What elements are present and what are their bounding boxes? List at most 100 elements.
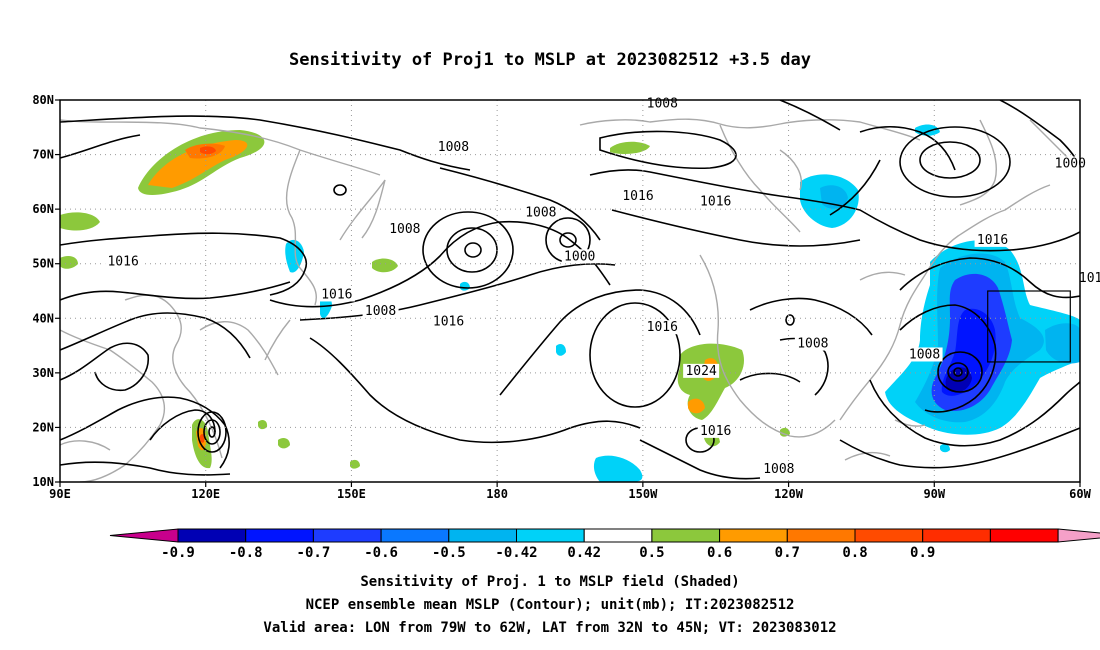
positive-sensitivity-area	[688, 398, 705, 414]
contour-label: 1008	[525, 206, 556, 221]
positive-sensitivity-area	[350, 459, 360, 469]
colorbar-box	[651, 528, 721, 543]
contour-label: 1016	[1079, 271, 1100, 286]
map-title: Sensitivity of Proj1 to MSLP at 20230825…	[289, 50, 811, 70]
colorbar-label: 0.42	[567, 545, 601, 561]
negative-sensitivity-area	[556, 344, 566, 356]
contour-label: 1008	[438, 140, 469, 155]
lon-tick-label: 150W	[628, 487, 658, 501]
contour-label: 1016	[700, 424, 731, 439]
colorbar-label: 0.7	[775, 545, 800, 561]
positive-sensitivity-area	[258, 419, 268, 430]
contour-label-bg	[644, 320, 681, 335]
contour-label: 1016	[321, 287, 352, 302]
contour-label-bg	[974, 232, 1011, 247]
contour-label: 1024	[685, 364, 716, 379]
lat-tick-label: 20N	[32, 420, 54, 434]
contour-label: 1000	[1055, 156, 1086, 171]
contour-label: 1008	[797, 337, 828, 352]
caption-line-1: Sensitivity of Proj. 1 to MSLP field (Sh…	[360, 574, 740, 590]
negative-sensitivity-area	[915, 124, 940, 136]
negative-sensitivity-area	[940, 443, 950, 453]
colorbar-box	[786, 528, 856, 543]
colorbar-box	[583, 528, 653, 543]
lon-tick-label: 150E	[337, 487, 366, 501]
contour-label-bg	[906, 347, 943, 362]
contour-label-bg	[561, 249, 598, 264]
colorbar	[109, 528, 1100, 543]
positive-sensitivity-area	[677, 343, 745, 420]
negative-sensitivity-area	[460, 281, 470, 291]
negative-sensitivity-area	[593, 455, 643, 482]
positive-sensitivity-area	[60, 256, 78, 269]
colorbar-high-triangle	[1057, 528, 1100, 543]
colorbar-box	[177, 528, 247, 543]
positive-sensitivity-area	[278, 437, 290, 449]
contour-label-bg	[362, 303, 399, 318]
contour-label: 1008	[365, 304, 396, 319]
lon-tick-label: 60W	[1069, 487, 1091, 501]
contour-label: 1016	[977, 233, 1008, 248]
contour-label-bg	[522, 205, 559, 220]
contour-label-bg	[760, 462, 797, 477]
contour-label: 1016	[647, 320, 678, 335]
colorbar-box	[989, 528, 1059, 543]
contour-label-bg	[697, 194, 734, 209]
negative-sensitivity-area	[285, 239, 304, 273]
map-frame	[59, 99, 1081, 483]
valid-area-box	[987, 290, 1071, 363]
lon-tick-label: 90W	[923, 487, 945, 501]
contour-label-bg	[386, 221, 423, 236]
contour-label-bg	[318, 287, 355, 302]
contour-label: 1016	[622, 189, 653, 204]
lat-tick-label: 70N	[32, 148, 54, 162]
colorbar-labels: -0.9 -0.8 -0.7 -0.6 -0.5 -0.42 0.42 0.5 0.6 0.7 0.…	[161, 545, 935, 561]
colorbar-box	[312, 528, 382, 543]
lat-tick-label: 50N	[32, 257, 54, 271]
positive-sensitivity-area	[60, 212, 100, 231]
contour-label: 1000	[564, 249, 595, 264]
positive-sensitivity-area	[200, 434, 205, 443]
axis-ticks	[55, 99, 1081, 487]
negative-sensitivity-area	[945, 367, 972, 393]
lon-tick-label: 120E	[191, 487, 220, 501]
contour-label: 1008	[389, 222, 420, 237]
contour-label-bg	[697, 423, 734, 438]
colorbar-box	[380, 528, 450, 543]
colorbar-box	[516, 528, 585, 543]
lon-tick-label: 180	[486, 487, 508, 501]
contour-label: 1008	[763, 462, 794, 477]
colorbar-label: 0.9	[910, 545, 935, 561]
contour-label-bg	[1076, 271, 1100, 286]
contour-label-bg	[430, 314, 467, 329]
positive-sensitivity-area	[372, 258, 398, 273]
lat-tick-label: 10N	[32, 475, 54, 489]
contour-label-bg	[435, 140, 472, 155]
contour-labels: 1008 1008 1000 1016 1008 1016 1016 1016 1008 1000…	[105, 96, 1100, 477]
contour-label-bg	[620, 189, 656, 204]
colorbar-label: 0.5	[639, 545, 664, 561]
colorbar-label: -0.7	[297, 545, 331, 561]
colorbar-label: -0.5	[432, 545, 466, 561]
lon-tick-label: 120W	[774, 487, 804, 501]
lat-tick-label: 60N	[32, 202, 54, 216]
contour-label-bg	[794, 336, 831, 351]
lat-tick-label: 80N	[32, 93, 54, 107]
contour-label: 1008	[909, 347, 940, 362]
contour-label: 1016	[107, 255, 138, 270]
contour-label-bg	[683, 363, 720, 378]
colorbar-low-triangle	[109, 528, 179, 543]
positive-sensitivity-area	[610, 141, 650, 154]
negative-sensitivity-area	[1045, 323, 1080, 364]
colorbar-box	[922, 528, 991, 543]
colorbar-box	[719, 528, 788, 543]
positive-sensitivity-area	[148, 140, 248, 188]
colorbar-label: 0.6	[707, 545, 732, 561]
contour-label-bg	[105, 254, 142, 269]
colorbar-label: 0.8	[842, 545, 867, 561]
positive-sensitivity-area	[200, 146, 216, 155]
colorbar-label: -0.9	[161, 545, 195, 561]
lat-tick-label: 30N	[32, 366, 54, 380]
